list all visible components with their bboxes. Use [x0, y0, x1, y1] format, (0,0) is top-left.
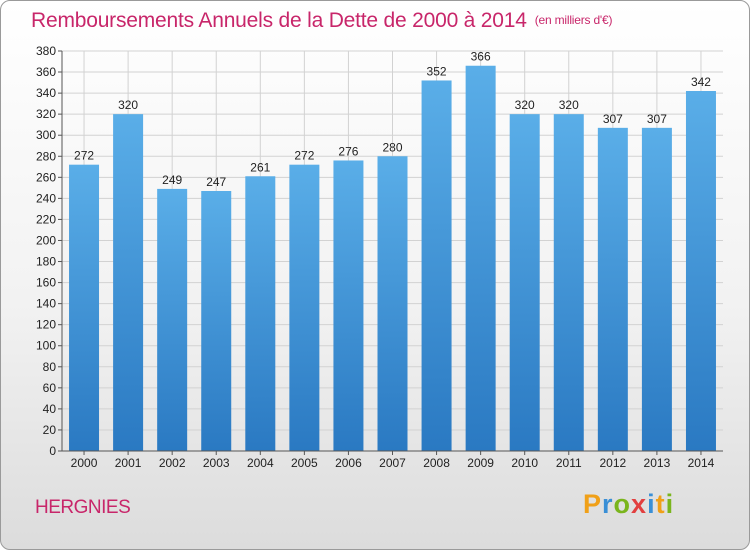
bar-value-label: 276 — [338, 144, 358, 158]
y-tick-label: 40 — [43, 402, 57, 416]
bar — [465, 65, 496, 451]
y-tick-label: 180 — [36, 255, 56, 269]
bar — [509, 114, 540, 451]
y-tick-label: 200 — [36, 233, 56, 247]
bar — [553, 114, 584, 451]
bar-value-label: 352 — [427, 64, 447, 78]
logo-letter: P — [583, 489, 603, 519]
bar-value-label: 261 — [250, 160, 270, 174]
bar-value-label: 307 — [647, 112, 667, 126]
x-tick-label: 2014 — [688, 456, 715, 470]
x-tick-label: 2005 — [291, 456, 318, 470]
bar-value-label: 272 — [294, 149, 314, 163]
commune-name: HERGNIES — [35, 497, 131, 518]
x-tick-label: 2008 — [423, 456, 450, 470]
x-tick-label: 2012 — [599, 456, 626, 470]
bar — [377, 156, 408, 451]
bar-value-label: 272 — [74, 149, 94, 163]
logo-letter: i — [647, 489, 656, 519]
x-tick-label: 2003 — [203, 456, 230, 470]
logo-letter: r — [602, 489, 614, 519]
bar-value-label: 280 — [382, 140, 402, 154]
y-tick-label: 220 — [36, 212, 56, 226]
bar — [685, 91, 716, 451]
bar-value-label: 249 — [162, 173, 182, 187]
bar-value-label: 342 — [691, 75, 711, 89]
chart-title-text: Remboursements Annuels de la Dette de 20… — [31, 9, 527, 32]
y-tick-label: 60 — [43, 381, 57, 395]
y-tick-label: 20 — [43, 423, 57, 437]
x-tick-label: 2007 — [379, 456, 406, 470]
bars: 272 320 249 247 261 272 276 280 352 366 320 320 307 3… — [69, 50, 716, 452]
bar — [641, 127, 672, 451]
chart-subtitle: (en milliers d'€) — [534, 13, 613, 27]
x-tick-label: 2010 — [511, 456, 538, 470]
y-tick-label: 100 — [36, 339, 56, 353]
logo-letter: i — [665, 489, 675, 519]
x-tick-label: 2011 — [556, 456, 582, 470]
bar — [69, 164, 100, 451]
y-tick-label: 0 — [49, 444, 56, 458]
y-tick-label: 80 — [43, 360, 57, 374]
bar-value-label: 247 — [206, 175, 226, 189]
y-tick-label: 120 — [36, 318, 56, 332]
y-tick-label: 240 — [36, 191, 56, 205]
y-tick-label: 160 — [36, 276, 56, 290]
bar-value-label: 320 — [118, 98, 138, 112]
y-tick-label: 340 — [36, 86, 56, 100]
bar — [157, 188, 188, 452]
bar-value-label: 320 — [559, 98, 579, 112]
bar-value-label: 320 — [515, 98, 535, 112]
y-tick-label: 360 — [36, 65, 56, 79]
bar — [201, 191, 232, 451]
logo-letter: x — [631, 489, 648, 519]
y-tick-label: 300 — [36, 128, 56, 142]
x-tick-label: 2006 — [335, 456, 362, 470]
bar — [113, 114, 144, 451]
bar-value-label: 366 — [471, 50, 491, 64]
y-tick-label: 280 — [36, 149, 56, 163]
logo-letter: o — [613, 489, 632, 519]
bar — [289, 164, 320, 451]
bar — [245, 176, 276, 451]
logo-letter: t — [655, 489, 666, 519]
proxiti-logo: Proxiti — [583, 489, 674, 520]
x-tick-label: 2000 — [71, 456, 98, 470]
y-tick-label: 140 — [36, 297, 56, 311]
bar-value-label: 307 — [603, 112, 623, 126]
x-tick-label: 2002 — [159, 456, 186, 470]
x-tick-label: 2004 — [247, 456, 274, 470]
y-tick-label: 260 — [36, 170, 56, 184]
x-tick-label: 2013 — [644, 456, 671, 470]
axes: 0 20 40 60 80 100 120 140 160 180 200 220 240 260 280 3… — [36, 44, 723, 470]
x-tick-label: 2009 — [467, 456, 494, 470]
bar — [421, 80, 452, 451]
y-tick-label: 380 — [36, 44, 56, 58]
bar — [597, 127, 628, 451]
chart-title: Remboursements Annuels de la Dette de 20… — [31, 9, 612, 33]
x-tick-label: 2001 — [115, 456, 142, 470]
bar — [333, 160, 364, 451]
y-tick-label: 320 — [36, 107, 56, 121]
